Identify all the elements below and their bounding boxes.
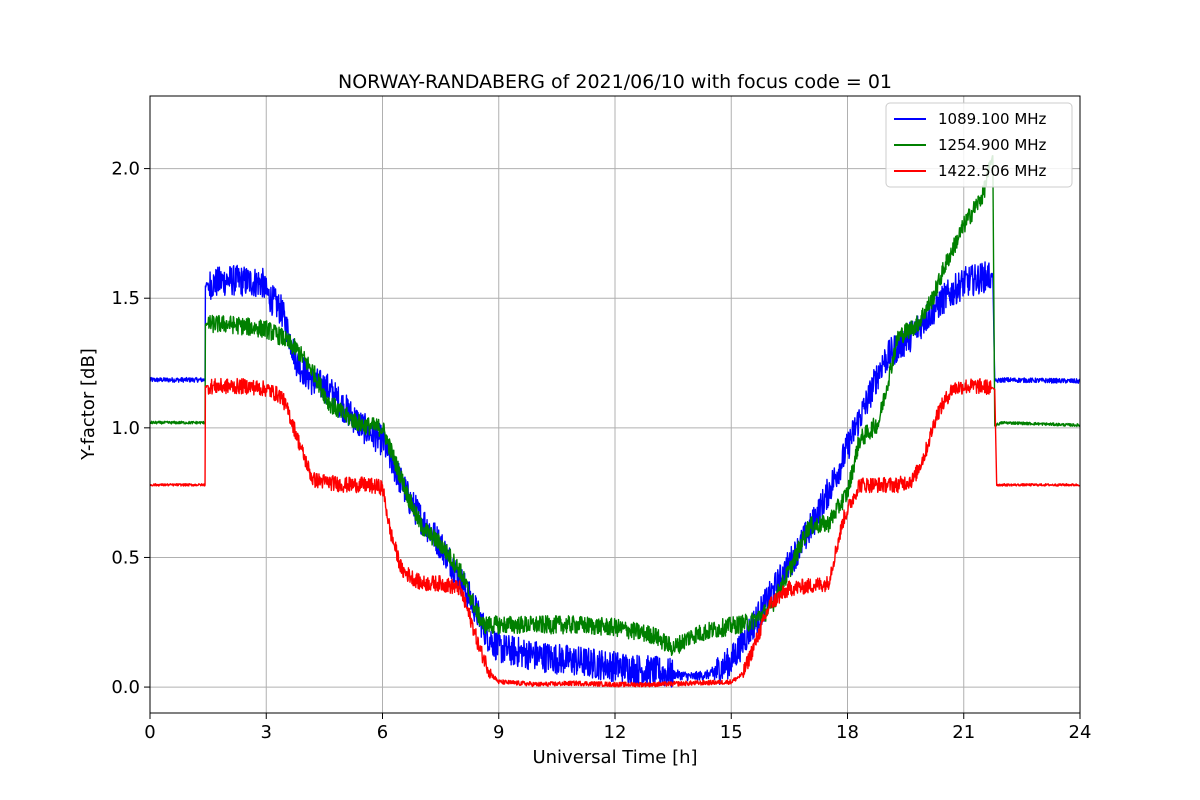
y-tick-label: 2.0 bbox=[111, 159, 140, 180]
x-tick-label: 24 bbox=[1069, 722, 1092, 743]
y-tick-label: 1.0 bbox=[111, 418, 140, 439]
x-tick-label: 9 bbox=[493, 722, 504, 743]
x-tick-label: 15 bbox=[720, 722, 743, 743]
y-tick-label: 1.5 bbox=[111, 288, 140, 309]
x-tick-label: 6 bbox=[377, 722, 388, 743]
x-axis-title: Universal Time [h] bbox=[532, 747, 697, 768]
series-line-3 bbox=[150, 377, 1080, 688]
legend-label: 1422.506 MHz bbox=[938, 162, 1047, 180]
y-tick-label: 0.5 bbox=[111, 547, 140, 568]
legend-box bbox=[885, 102, 1073, 188]
x-tick-label: 0 bbox=[144, 722, 155, 743]
y-tick-label: 0.0 bbox=[111, 677, 140, 698]
x-tick-label: 18 bbox=[836, 722, 859, 743]
y-axis-title: Y-factor [dB] bbox=[78, 348, 99, 461]
x-axis-ticks: 0 3 6 9 12 15 18 21 24 bbox=[144, 713, 1091, 743]
series-layer bbox=[150, 155, 1080, 688]
legend-label: 1254.900 MHz bbox=[938, 136, 1047, 154]
series-line-2 bbox=[150, 155, 1080, 657]
x-tick-label: 12 bbox=[604, 722, 627, 743]
chart-title: NORWAY-RANDABERG of 2021/06/10 with focu… bbox=[338, 71, 892, 93]
legend-label: 1089.100 MHz bbox=[938, 110, 1047, 128]
x-tick-label: 21 bbox=[952, 722, 975, 743]
legend: 1089.100 MHz 1254.900 MHz 1422.506 MHz bbox=[885, 102, 1073, 188]
x-tick-label: 3 bbox=[261, 722, 272, 743]
y-axis-ticks: 0.0 0.5 1.0 1.5 2.0 bbox=[111, 159, 150, 698]
